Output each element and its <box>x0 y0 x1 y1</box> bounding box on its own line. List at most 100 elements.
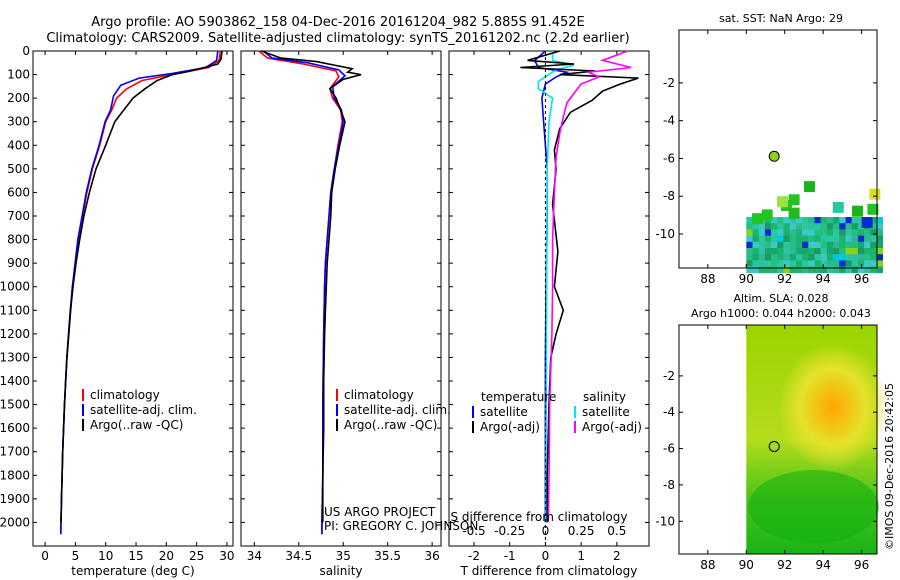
map-subtitle: Argo h1000: 0.044 h2000: 0.043 <box>691 307 871 320</box>
sst-cell <box>758 248 766 255</box>
sst-cell <box>839 248 846 255</box>
sst-cell <box>764 223 772 230</box>
sst-cell <box>783 241 790 249</box>
sst-cell <box>777 196 788 208</box>
sst-cell <box>839 223 846 230</box>
sst-cell <box>771 254 778 261</box>
x-axis-label: salinity <box>319 564 362 578</box>
sst-cell <box>826 223 834 230</box>
sst-cell <box>771 217 778 224</box>
sst-cell <box>814 241 821 249</box>
sst-cell <box>870 229 877 236</box>
y-tick-label: 0 <box>22 44 30 58</box>
y-tick-label: 1200 <box>0 327 30 341</box>
sst-cell <box>808 229 815 236</box>
sst-cell <box>802 223 809 230</box>
sst-cell <box>746 248 753 255</box>
sst-cell <box>808 223 815 230</box>
sst-cell <box>833 260 840 267</box>
sst-cell <box>795 241 803 249</box>
sst-cell <box>814 229 821 236</box>
sst-map-panel: 88 90 92 94 96 -2 -4 -6 -8 -10 sat. SST: NaN Argo:… <box>655 12 883 286</box>
series-line <box>60 50 223 523</box>
sst-cell <box>771 266 778 274</box>
sst-cell <box>833 254 840 261</box>
sst-cell <box>864 260 871 267</box>
sst-cell <box>876 254 883 261</box>
imos-timestamp: ©IMOS 09-Dec-2016 20:42:05 <box>883 383 896 550</box>
legend-label: satellite-adj. clim. <box>90 403 197 417</box>
sst-cell <box>789 229 797 236</box>
legend-title: temperature <box>481 390 556 404</box>
map-frame <box>678 324 878 555</box>
sst-cell <box>876 248 883 255</box>
sst-cell <box>783 229 790 236</box>
legend-label: Argo(..raw -QC) <box>344 418 437 432</box>
sst-cell <box>771 229 778 236</box>
x-tick-label: 94 <box>816 272 831 286</box>
sst-cell <box>758 241 766 249</box>
sst-cell <box>789 260 797 267</box>
legend-label: climatology <box>344 388 414 402</box>
sst-cell <box>857 235 865 243</box>
sst-cell <box>764 248 772 255</box>
x-tick-label: -2 <box>468 549 480 563</box>
sst-cell <box>870 241 877 249</box>
x-tick-label: 35 <box>336 549 351 563</box>
sst-cell <box>777 248 784 255</box>
y-tick-label: 1600 <box>0 421 30 435</box>
sst-cell <box>802 266 809 274</box>
y-tick-label: 1700 <box>0 445 30 459</box>
sst-cell <box>870 217 877 224</box>
sst-cell <box>746 235 753 243</box>
sst-cell <box>795 260 803 267</box>
sst-cell <box>746 223 753 230</box>
sst-cell <box>746 229 753 236</box>
x-axis-label: T difference from climatology <box>460 564 638 578</box>
sst-cell <box>746 254 753 261</box>
sst-cell <box>851 217 859 224</box>
top-tick-label: -0.5 <box>462 524 485 538</box>
sst-cell <box>783 223 790 230</box>
x-tick-label: 92 <box>777 558 792 572</box>
sst-cell <box>777 223 784 230</box>
sst-cell <box>820 229 828 236</box>
y-tick-label: -4 <box>663 405 675 419</box>
sst-cell <box>777 241 784 249</box>
sst-cell <box>857 223 865 230</box>
x-tick-label: 34.5 <box>285 549 312 563</box>
sst-cell <box>876 241 883 249</box>
sst-cell <box>826 235 834 243</box>
sst-cell <box>764 260 772 267</box>
y-tick-label: 700 <box>7 209 30 223</box>
sst-cell <box>771 248 778 255</box>
sst-cell <box>870 235 877 243</box>
x-tick-label: 88 <box>700 558 715 572</box>
x-tick-label: 92 <box>777 272 792 286</box>
sst-cell <box>814 217 821 224</box>
x-tick-label: 34 <box>247 549 262 563</box>
y-tick-label: 800 <box>7 233 30 247</box>
y-tick-label: 400 <box>7 138 30 152</box>
sst-cell <box>826 229 834 236</box>
sst-cell <box>869 188 881 200</box>
sst-cell <box>752 260 759 267</box>
argo-position-marker <box>768 440 780 452</box>
difference-panel: -2 -1 0 1 2T difference from climatology S di… <box>448 50 650 578</box>
sst-cell <box>820 241 828 249</box>
argo-position-marker <box>768 150 780 162</box>
sst-cell <box>876 266 883 274</box>
sst-cell <box>845 223 852 230</box>
sst-cell <box>857 241 865 249</box>
sst-cell <box>833 229 840 236</box>
sst-cell <box>826 248 834 255</box>
sst-cell <box>795 248 803 255</box>
sst-cell <box>777 254 784 261</box>
x-tick-label: 90 <box>739 558 754 572</box>
sst-cell <box>761 209 773 221</box>
top-tick-label: -0.25 <box>494 524 525 538</box>
sst-cell <box>833 248 840 255</box>
sst-cell <box>758 223 766 230</box>
sst-cell <box>783 254 790 261</box>
